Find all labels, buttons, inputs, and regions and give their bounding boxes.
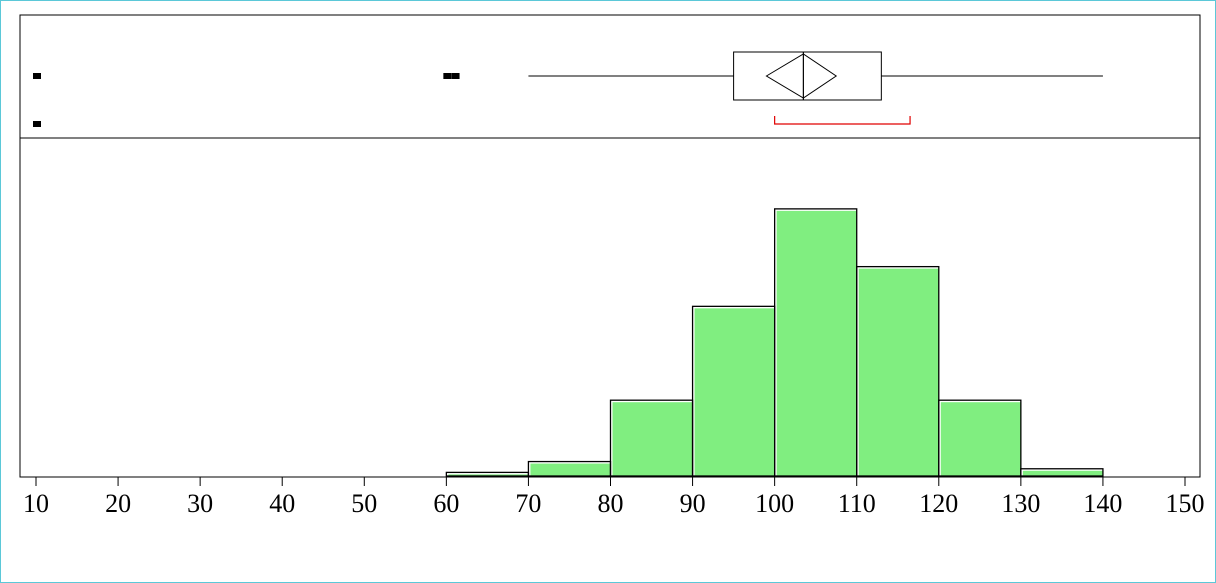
x-tick-label: 130 xyxy=(1001,489,1040,518)
x-tick-label: 70 xyxy=(515,489,541,518)
outlier-box-plot xyxy=(33,51,1103,127)
mean-diamond xyxy=(765,53,838,99)
histogram-bar xyxy=(938,399,1022,477)
x-tick-label: 10 xyxy=(23,489,49,518)
x-tick-label: 140 xyxy=(1083,489,1122,518)
x-tick-label: 110 xyxy=(838,489,876,518)
outlier-point xyxy=(451,73,460,79)
interquartile-box xyxy=(733,51,882,101)
histogram-bar-fill xyxy=(530,463,611,476)
histogram-bar xyxy=(445,471,530,477)
shortest-half-bracket xyxy=(774,116,911,125)
x-tick-label: 90 xyxy=(680,489,706,518)
x-tick-label: 50 xyxy=(351,489,377,518)
outlier-point xyxy=(443,73,452,79)
x-tick-label: 20 xyxy=(105,489,131,518)
histogram-bar-fill xyxy=(1022,470,1103,476)
outlier-point xyxy=(33,73,41,79)
x-tick-label: 30 xyxy=(187,489,213,518)
histogram-bar-fill xyxy=(940,402,1021,476)
x-tick-label: 80 xyxy=(598,489,624,518)
outlier-point xyxy=(33,121,41,127)
x-tick-label: 60 xyxy=(433,489,459,518)
x-tick-label: 120 xyxy=(919,489,958,518)
histogram-bar xyxy=(1020,468,1104,477)
x-tick-label: 150 xyxy=(1166,489,1205,518)
histogram-bar-fill xyxy=(776,210,857,476)
histogram-bars xyxy=(445,208,1104,477)
histogram-bar-fill xyxy=(694,308,775,476)
x-tick-label: 40 xyxy=(269,489,295,518)
histogram-bar xyxy=(856,265,940,477)
histogram-bar-fill xyxy=(858,268,939,476)
x-tick-label: 100 xyxy=(755,489,794,518)
histogram-bar-fill xyxy=(448,474,529,476)
x-axis: 10 20 30 40 50 60 70 80 90 100 110 120 130 140 150 xyxy=(23,477,1205,518)
histogram-bar-fill xyxy=(612,402,693,476)
